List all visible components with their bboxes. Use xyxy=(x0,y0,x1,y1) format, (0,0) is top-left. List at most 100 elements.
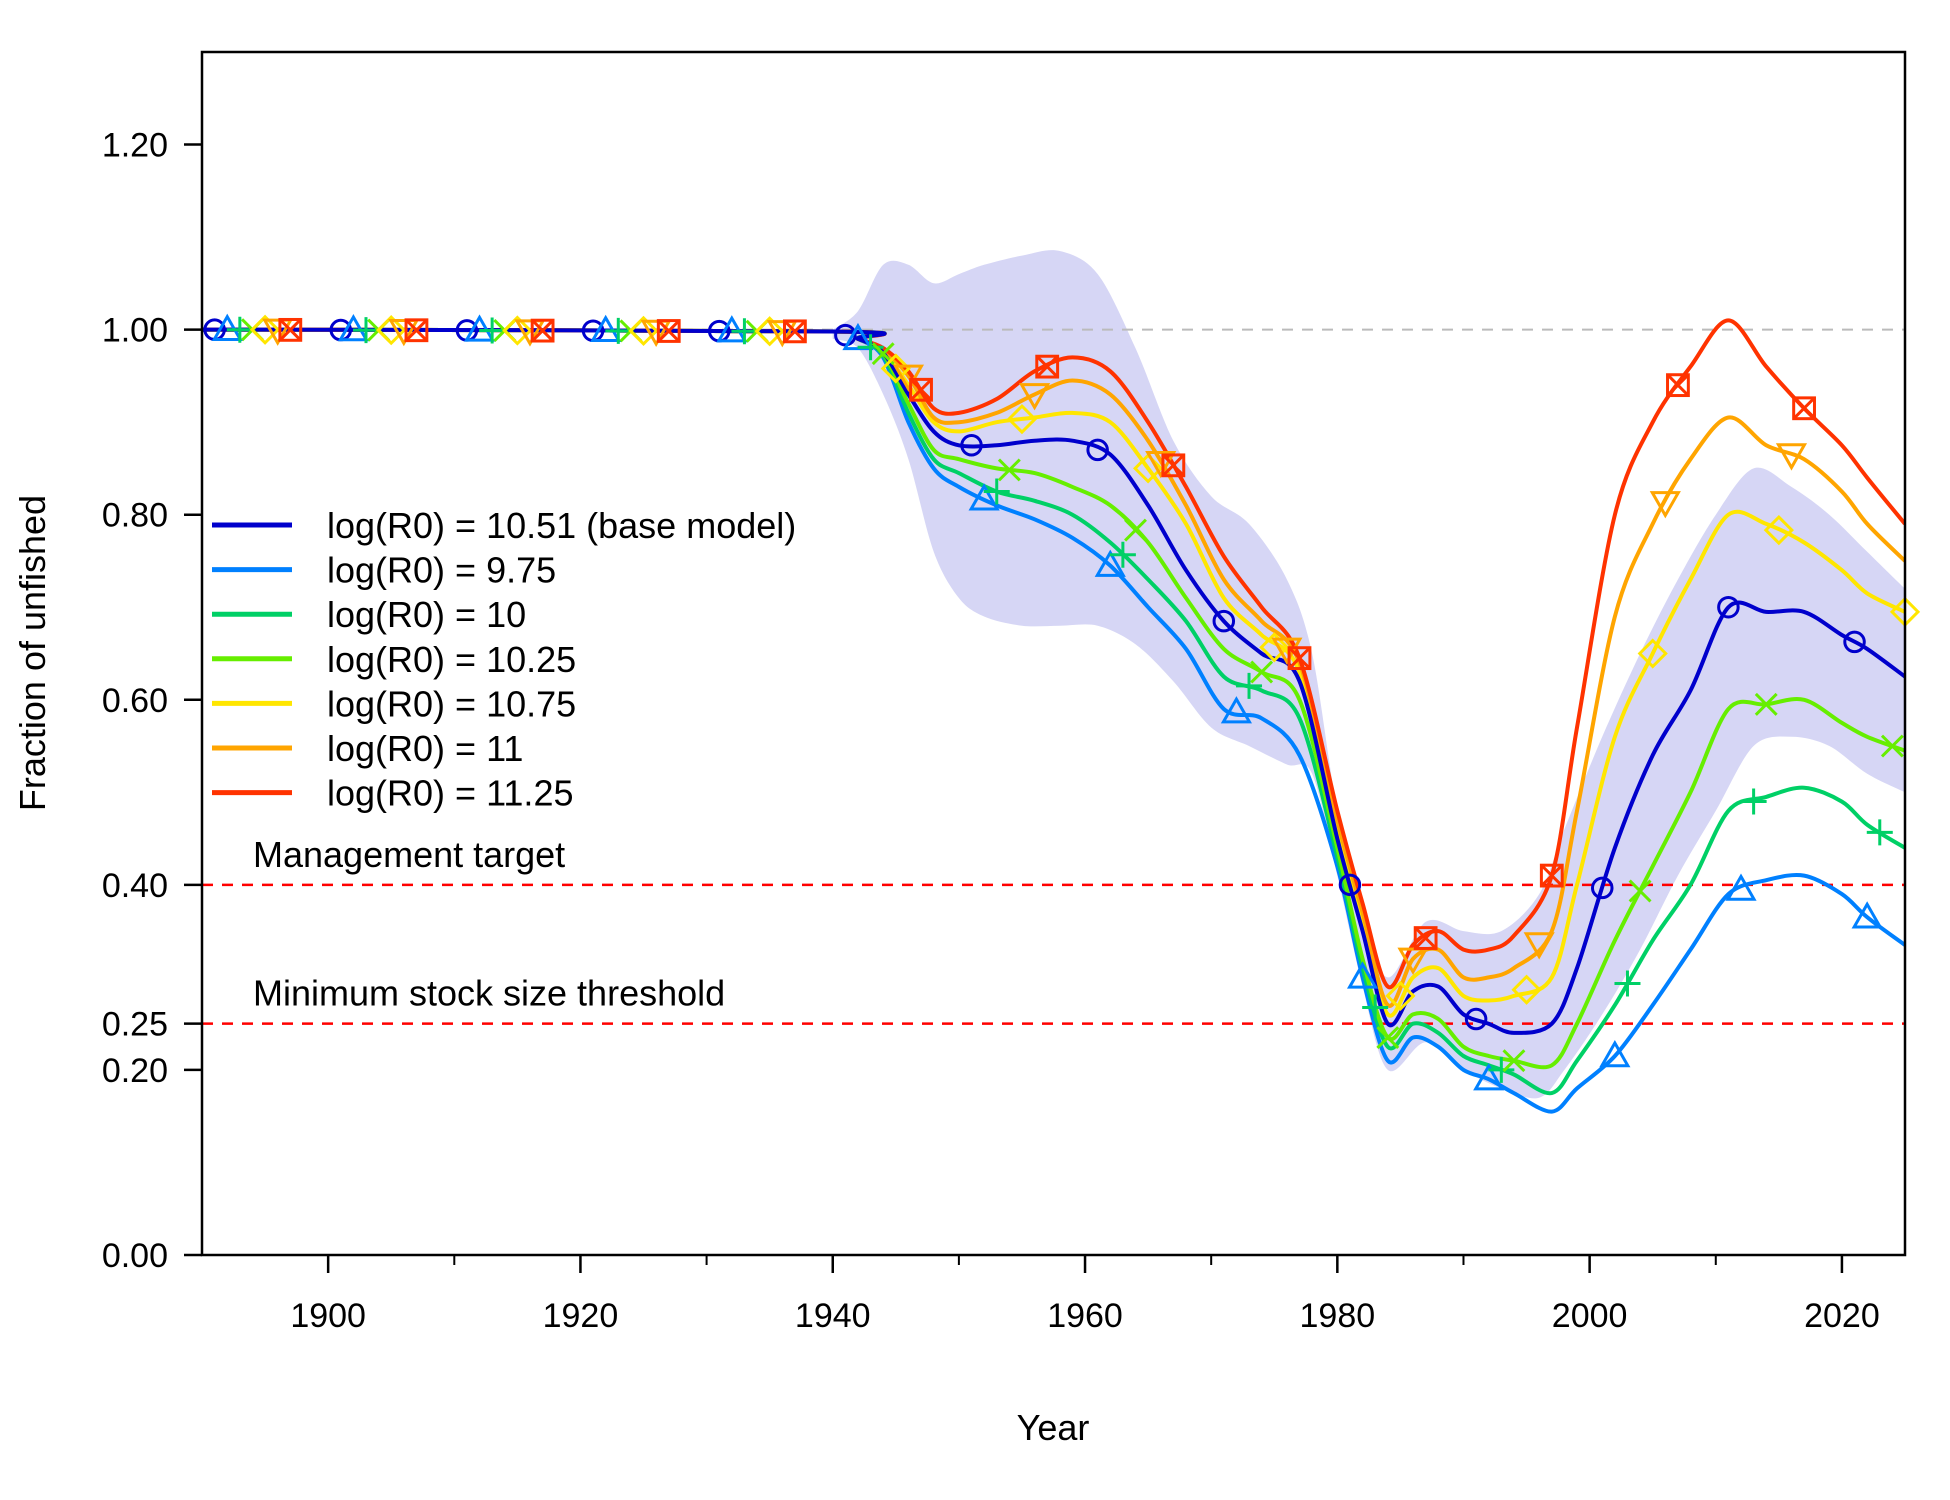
marker-2-4 xyxy=(731,318,758,345)
series-line-1 xyxy=(202,327,1905,1114)
y-tick-label-6: 1.00 xyxy=(102,312,168,350)
x-axis-title: Year xyxy=(1017,1407,1090,1448)
marker-3-10 xyxy=(1502,1049,1526,1073)
marker-6-11 xyxy=(1666,373,1690,398)
marker-3-12 xyxy=(1754,692,1778,716)
x-axis: 1900 1920 1940 1960 1980 2000 2020 xyxy=(290,1255,1880,1335)
marker-1-9 xyxy=(1346,961,1379,989)
marker-4-5 xyxy=(880,353,911,384)
marker-2-13 xyxy=(1866,819,1893,846)
reference-label-1: Management target xyxy=(253,834,565,875)
y-tick-label-0: 0.00 xyxy=(102,1237,168,1275)
marker-5-11 xyxy=(1649,491,1681,519)
x-tick-label-0: 1900 xyxy=(290,1297,366,1335)
marker-6-1 xyxy=(404,318,429,343)
marker-0-10 xyxy=(1464,1007,1488,1031)
marker-4-7 xyxy=(1132,453,1164,484)
marker-5-3 xyxy=(640,319,672,347)
series-markers xyxy=(203,313,1921,1091)
marker-1-8 xyxy=(1220,696,1252,724)
marker-4-2 xyxy=(502,315,533,346)
marker-6-5 xyxy=(909,377,933,402)
x-tick-label-3: 1960 xyxy=(1047,1297,1123,1335)
x-tick-label-4: 1980 xyxy=(1300,1297,1376,1335)
marker-6-4 xyxy=(782,319,807,344)
series-line-0 xyxy=(202,327,1905,1035)
marker-0-5 xyxy=(834,323,857,347)
marker-5-1 xyxy=(388,318,420,347)
marker-4-10 xyxy=(1511,974,1542,1005)
marker-0-13 xyxy=(1843,630,1866,654)
marker-4-6 xyxy=(1006,403,1038,435)
marker-6-0 xyxy=(278,317,303,342)
marker-2-3 xyxy=(605,317,632,344)
marker-1-7 xyxy=(1094,549,1126,577)
marker-2-12 xyxy=(1740,788,1767,815)
reference-label-2: Minimum stock size threshold xyxy=(253,973,725,1014)
marker-1-1 xyxy=(337,314,369,342)
marker-5-7 xyxy=(1145,451,1177,479)
marker-3-6 xyxy=(997,458,1021,482)
legend-label-4: log(R0) = 10.75 xyxy=(327,683,576,724)
marker-3-7 xyxy=(1124,518,1147,542)
marker-5-2 xyxy=(514,319,546,347)
marker-6-3 xyxy=(656,319,681,343)
y-tick-label-1: 0.20 xyxy=(102,1052,168,1090)
marker-0-9 xyxy=(1338,873,1362,897)
reference-lines: Management target Minimum stock size thre… xyxy=(202,328,1905,1025)
marker-6-6 xyxy=(1035,354,1060,379)
marker-0-11 xyxy=(1590,876,1614,900)
marker-4-12 xyxy=(1763,514,1794,546)
marker-6-2 xyxy=(530,318,555,343)
marker-1-11 xyxy=(1599,1040,1631,1068)
marker-3-9 xyxy=(1376,1026,1400,1049)
marker-5-4 xyxy=(766,320,798,348)
marker-5-0 xyxy=(262,318,294,346)
marker-1-13 xyxy=(1851,901,1883,929)
marker-1-6 xyxy=(968,483,1000,511)
y-tick-label-7: 1.20 xyxy=(102,127,168,165)
y-tick-label-5: 0.80 xyxy=(102,497,168,535)
legend: log(R0) = 10.51 (base model)log(R0) = 9.… xyxy=(212,505,796,814)
marker-2-5 xyxy=(857,334,884,361)
uncertainty-band-layer xyxy=(832,250,1905,1099)
marker-4-4 xyxy=(754,316,785,347)
legend-label-2: log(R0) = 10 xyxy=(327,594,526,635)
marker-1-0 xyxy=(211,313,243,341)
marker-3-11 xyxy=(1628,879,1652,903)
y-tick-label-3: 0.40 xyxy=(102,867,168,905)
marker-2-10 xyxy=(1488,1056,1515,1083)
x-tick-label-1: 1920 xyxy=(543,1297,619,1335)
legend-label-6: log(R0) = 11.25 xyxy=(327,773,573,814)
marker-6-8 xyxy=(1287,646,1312,671)
x-tick-label-2: 1940 xyxy=(795,1297,871,1335)
y-tick-label-2: 0.25 xyxy=(102,1006,168,1044)
marker-0-8 xyxy=(1212,609,1236,633)
marker-4-1 xyxy=(376,315,407,346)
series-line-3 xyxy=(202,327,1905,1070)
marker-6-7 xyxy=(1161,453,1186,478)
marker-2-2 xyxy=(479,317,506,344)
marker-2-9 xyxy=(1362,994,1389,1021)
marker-5-6 xyxy=(1018,383,1051,411)
x-tick-label-5: 2000 xyxy=(1552,1297,1628,1335)
y-axis: 0.00 0.20 0.25 0.40 0.60 0.80 1.00 1.20 xyxy=(102,127,202,1275)
marker-2-6 xyxy=(983,478,1010,505)
legend-label-0: log(R0) = 10.51 (base model) xyxy=(327,505,796,546)
marker-2-1 xyxy=(352,317,379,344)
series-line-2 xyxy=(202,327,1905,1096)
uncertainty-band xyxy=(832,250,1905,1099)
marker-2-0 xyxy=(226,316,253,343)
marker-6-12 xyxy=(1792,396,1816,421)
marker-0-7 xyxy=(1086,438,1109,462)
marker-2-11 xyxy=(1614,970,1641,997)
legend-label-3: log(R0) = 10.25 xyxy=(327,639,576,680)
legend-label-5: log(R0) = 11 xyxy=(327,728,523,769)
marker-2-8 xyxy=(1236,672,1263,699)
marker-5-10 xyxy=(1523,932,1555,960)
series-line-4 xyxy=(202,327,1905,1018)
marker-2-7 xyxy=(1109,541,1136,568)
marker-5-12 xyxy=(1775,443,1808,471)
marker-4-8 xyxy=(1259,632,1290,663)
